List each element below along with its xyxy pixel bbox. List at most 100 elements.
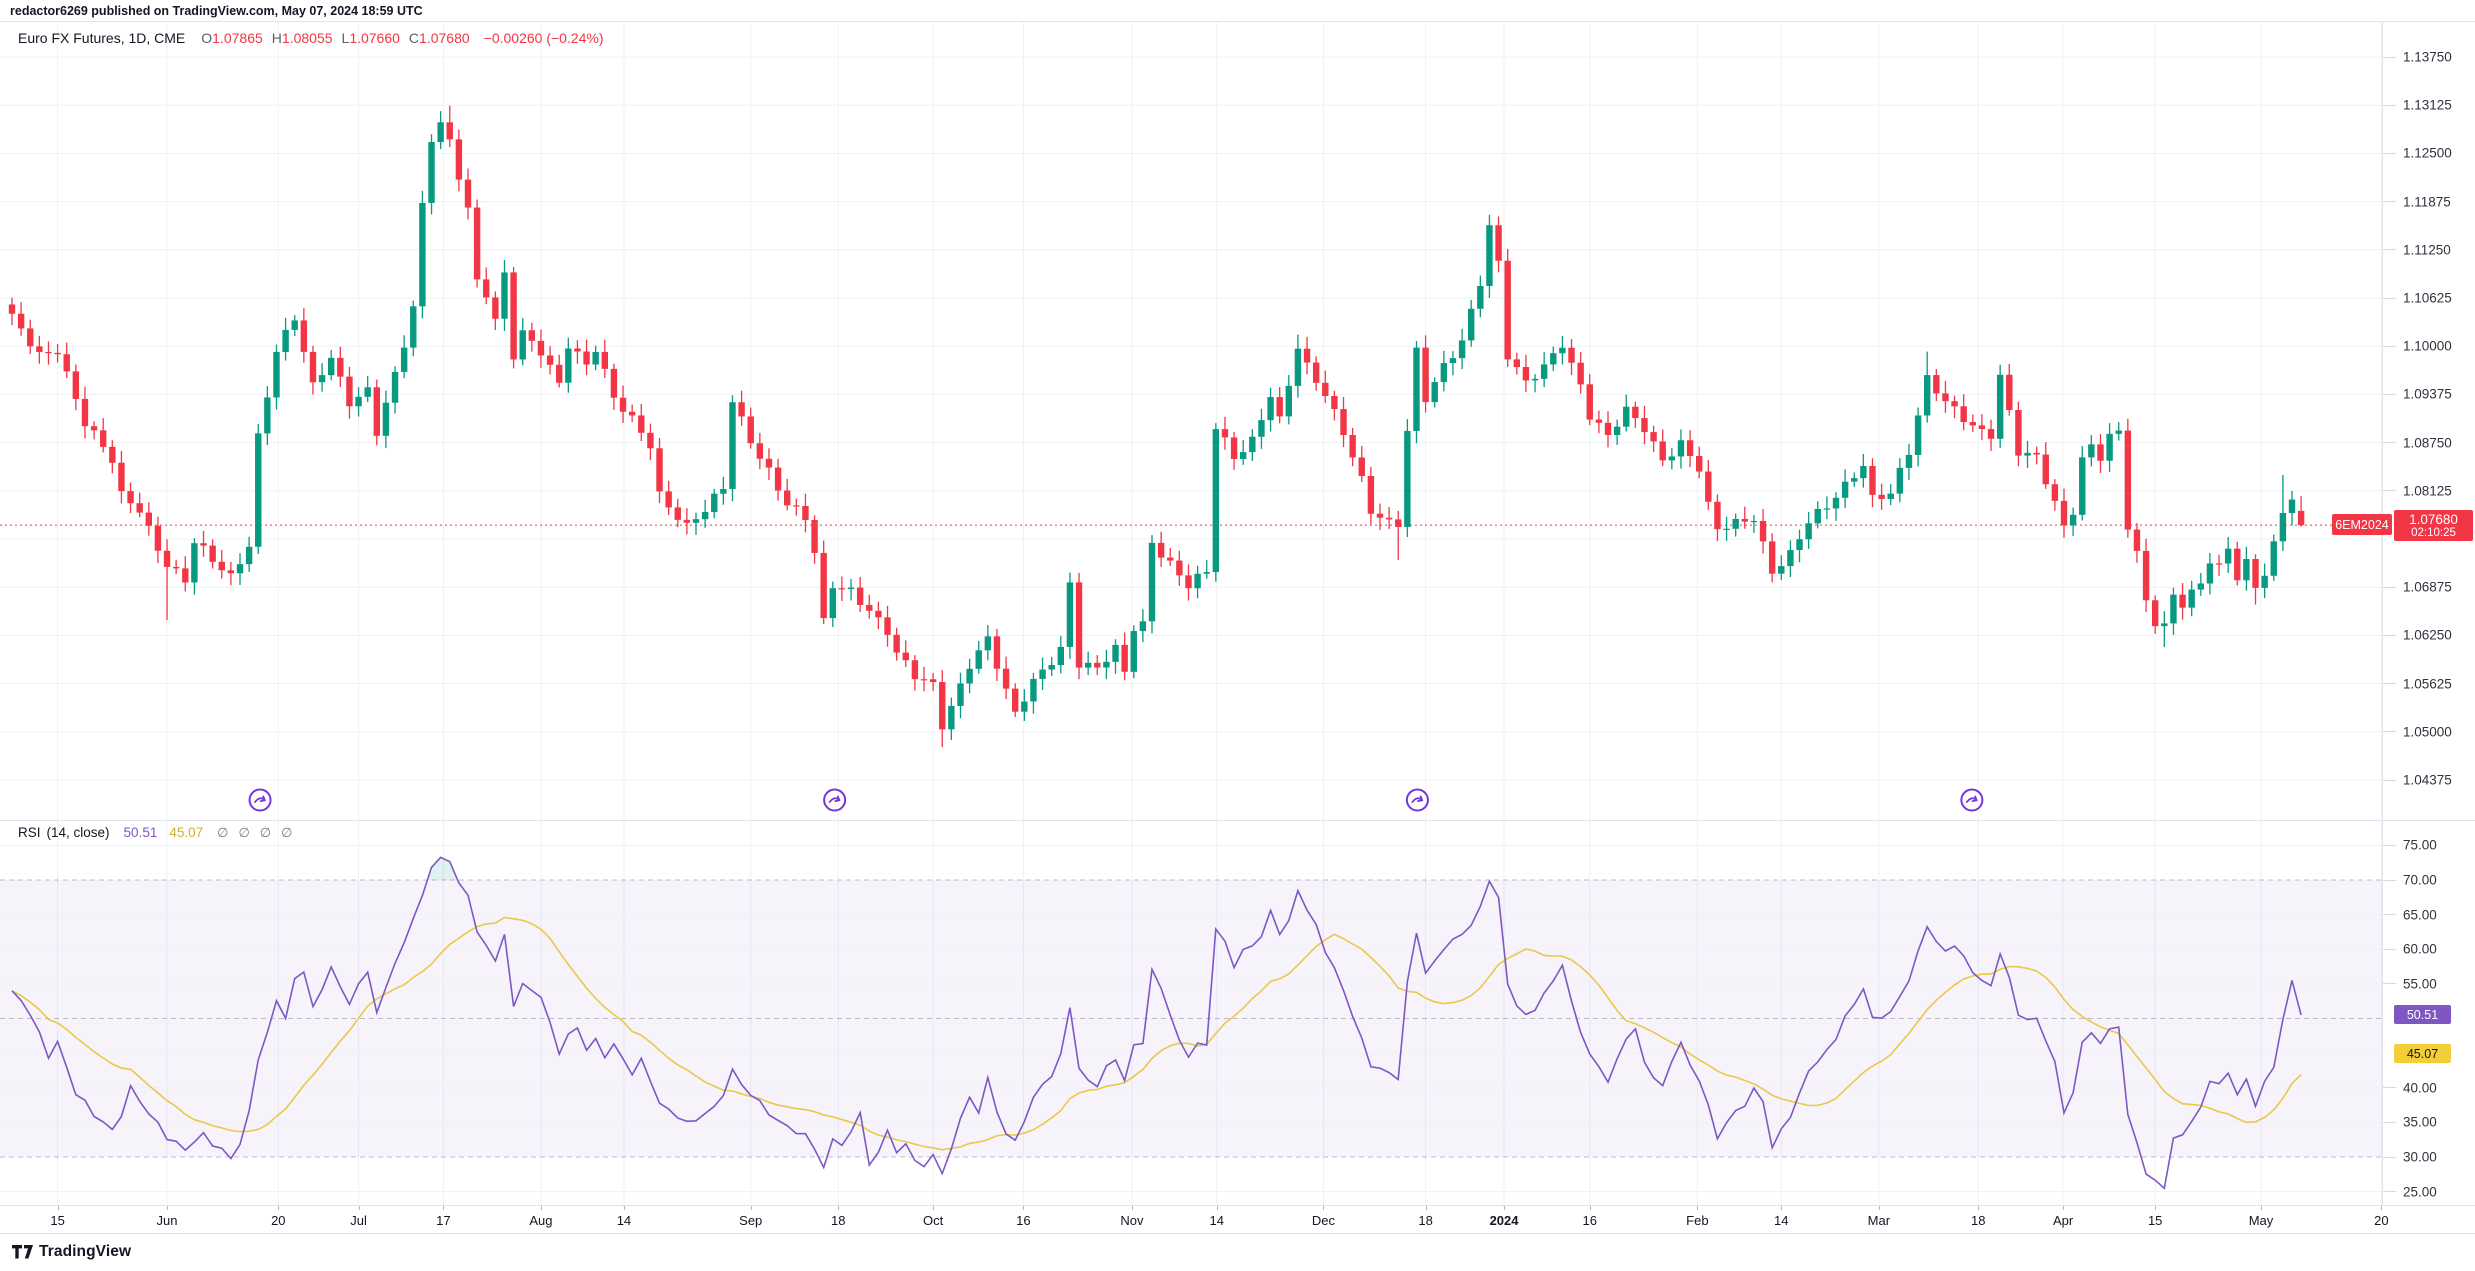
symbol-title[interactable]: Euro FX Futures, 1D, CME [18, 30, 186, 46]
time-axis-label: May [2248, 1213, 2274, 1228]
contract-rollover-icon[interactable] [823, 788, 847, 812]
time-axis-label: Apr [2052, 1213, 2074, 1228]
price-axis-tick [2383, 345, 2396, 347]
price-axis-tick [2383, 104, 2396, 106]
candle-body [1650, 432, 1657, 442]
time-axis-tick [1131, 1206, 1133, 1210]
time-axis-tick [2063, 1206, 2065, 1210]
candle-body [1440, 363, 1448, 383]
candle-body [1322, 382, 1329, 396]
rsi-axis-tick [2383, 844, 2396, 846]
rsi-axis-tick [2383, 1087, 2396, 1089]
candle-body [647, 432, 654, 449]
time-axis-tick [2260, 1206, 2262, 1210]
tradingview-logo-link[interactable]: TradingView [12, 1243, 131, 1261]
price-axis-tick [2383, 586, 2396, 588]
time-axis[interactable]: 15 Jun 20 Jul 17 Aug 14 Sep 18 Oct 16 Nov 14 Dec 18 202… [0, 1205, 2475, 1233]
rsi-axis-label: 65.00 [2403, 907, 2437, 923]
contract-tag: 6EM2024 [2332, 514, 2392, 535]
candle-body [556, 364, 563, 383]
candle-body [337, 357, 344, 377]
price-axis-label: 1.05000 [2403, 724, 2452, 740]
price-axis-tick [2383, 56, 2396, 58]
candle-body [2206, 563, 2214, 584]
rsi-axis-label: 55.00 [2403, 976, 2437, 992]
candle-body [2097, 444, 2104, 461]
candle-body [54, 352, 61, 355]
rsi-legend: RSI (14, close) 50.51 45.07 ∅ ∅ ∅ ∅ [18, 825, 302, 841]
candle-body [1404, 430, 1411, 527]
time-axis-tick [1781, 1206, 1783, 1210]
candle-body [1841, 481, 1849, 498]
price-axis-tick [2383, 442, 2396, 444]
candle-body [1805, 523, 1812, 540]
price-axis-tick [2383, 490, 2396, 492]
candle-body [1057, 646, 1064, 666]
candle-body [191, 543, 198, 583]
candle-body [1340, 409, 1347, 436]
time-axis-label: 14 [616, 1213, 632, 1228]
candle-body [765, 458, 773, 468]
candle-body [2106, 433, 2113, 461]
time-axis-label: 16 [1582, 1213, 1597, 1228]
candle-body [1367, 475, 1375, 514]
candle-body [565, 348, 572, 383]
candle-body [838, 588, 846, 590]
candle-body [355, 396, 362, 407]
candle-body [884, 617, 891, 635]
price-axis[interactable]: 1.13750 1.13125 1.12500 1.11875 1.11250 1.106… [2383, 22, 2475, 1205]
candle-body [17, 313, 25, 329]
candle-body [373, 387, 380, 436]
candle-body [1103, 661, 1110, 668]
candle-body [1385, 517, 1393, 520]
rsi-axis-tick [2383, 1156, 2396, 1158]
candle-body [291, 320, 298, 330]
rsi-title[interactable]: RSI [18, 825, 41, 840]
candle-body [2179, 594, 2186, 608]
contract-rollover-icon[interactable] [1405, 788, 1429, 812]
candle-body [2270, 541, 2277, 576]
candle-body [1094, 662, 1101, 668]
candle-body [382, 402, 390, 436]
candle-body [665, 491, 672, 508]
candle-body [1203, 572, 1210, 574]
price-axis-label: 1.05625 [2403, 676, 2452, 692]
candle-body [1376, 513, 1384, 518]
candle-body [1540, 364, 1548, 379]
footer: TradingView [0, 1233, 2475, 1271]
candle-body [1869, 466, 1876, 495]
contract-rollover-icon[interactable] [1960, 788, 1984, 812]
candle-body [601, 351, 608, 369]
candle-body [1696, 456, 1703, 472]
price-axis-label: 1.10625 [2403, 290, 2452, 306]
rsi-axis-label: 70.00 [2403, 872, 2437, 888]
time-axis-label: 16 [1016, 1213, 1031, 1228]
candle-body [1303, 348, 1311, 363]
contract-rollover-icon[interactable] [248, 788, 272, 812]
candle-body [720, 488, 727, 494]
candle-body [264, 397, 271, 434]
candle-body [537, 340, 545, 356]
price-axis-label: 1.10000 [2403, 338, 2452, 354]
ohlc-low: L1.07660 [341, 30, 400, 46]
candle-body [455, 139, 463, 180]
candle-body [2161, 623, 2168, 627]
price-axis-label: 1.12500 [2403, 145, 2452, 161]
candle-body [911, 660, 919, 680]
candle-body [2133, 529, 2141, 551]
price-axis-label: 1.13750 [2403, 49, 2452, 65]
candle-body [1121, 644, 1128, 672]
price-axis-label: 1.09375 [2403, 386, 2452, 402]
candle-body [2015, 410, 2022, 456]
candle-body [1176, 560, 1183, 576]
candle-body [1860, 466, 1867, 479]
candle-body [546, 355, 554, 365]
pane-separator[interactable] [0, 820, 2475, 821]
candle-body [1778, 566, 1785, 574]
candle-body [2088, 444, 2095, 458]
candle-body [273, 352, 280, 398]
candle-body [391, 371, 399, 403]
candle-body [2115, 430, 2122, 434]
